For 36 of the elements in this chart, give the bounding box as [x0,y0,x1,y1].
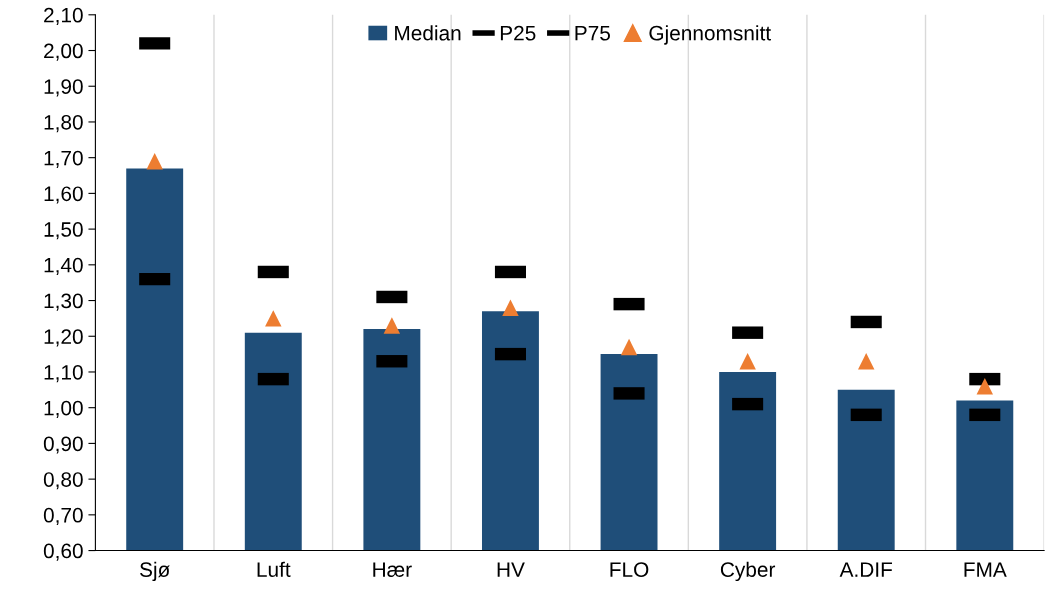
point [739,353,756,370]
x-tick-label: Luft [257,561,291,577]
x-tick-label: FLO [610,562,649,577]
legend-label: Gjennomsnitt [649,25,771,45]
y-tick-label: 1,40 [44,257,83,276]
legend-label: P25 [500,25,536,41]
y-tick-label: 2,00 [44,43,83,61]
x-tick-label: Cyber [720,561,776,582]
y-tick-label: 1,60 [44,186,83,204]
point [858,353,875,370]
y-tick-label: 0,90 [43,436,83,454]
y-tick-label: 0,70 [43,507,83,526]
y-tick-label: 1,70 [44,150,83,168]
point [502,299,519,316]
y-tick-label: 1,90 [44,79,83,97]
point [146,153,163,170]
y-tick-label: 1,50 [44,222,83,240]
x-tick-label: FMA [964,562,1007,577]
point [976,378,994,395]
x-tick-label: Hær [373,562,412,577]
y-tick-label: 0,80 [43,472,83,490]
y-tick-label: 1,10 [44,364,83,383]
x-tick-label: HV [497,562,525,577]
point [265,310,282,327]
y-tick-label: 2,10 [44,7,83,26]
y-tick-label: 1,80 [44,114,83,133]
point [620,338,638,356]
y-tick-label: 1,00 [44,400,83,418]
y-tick-label: 0,60 [43,543,83,561]
x-tick-label: Sjø [140,561,170,582]
y-tick-label: 1,20 [44,329,83,347]
y-tick-label: 1,30 [44,293,83,311]
legend-label: P75 [575,25,610,41]
x-tick-label: A.DIF [839,562,893,577]
legend-label: Median [395,25,461,41]
point [383,317,401,334]
